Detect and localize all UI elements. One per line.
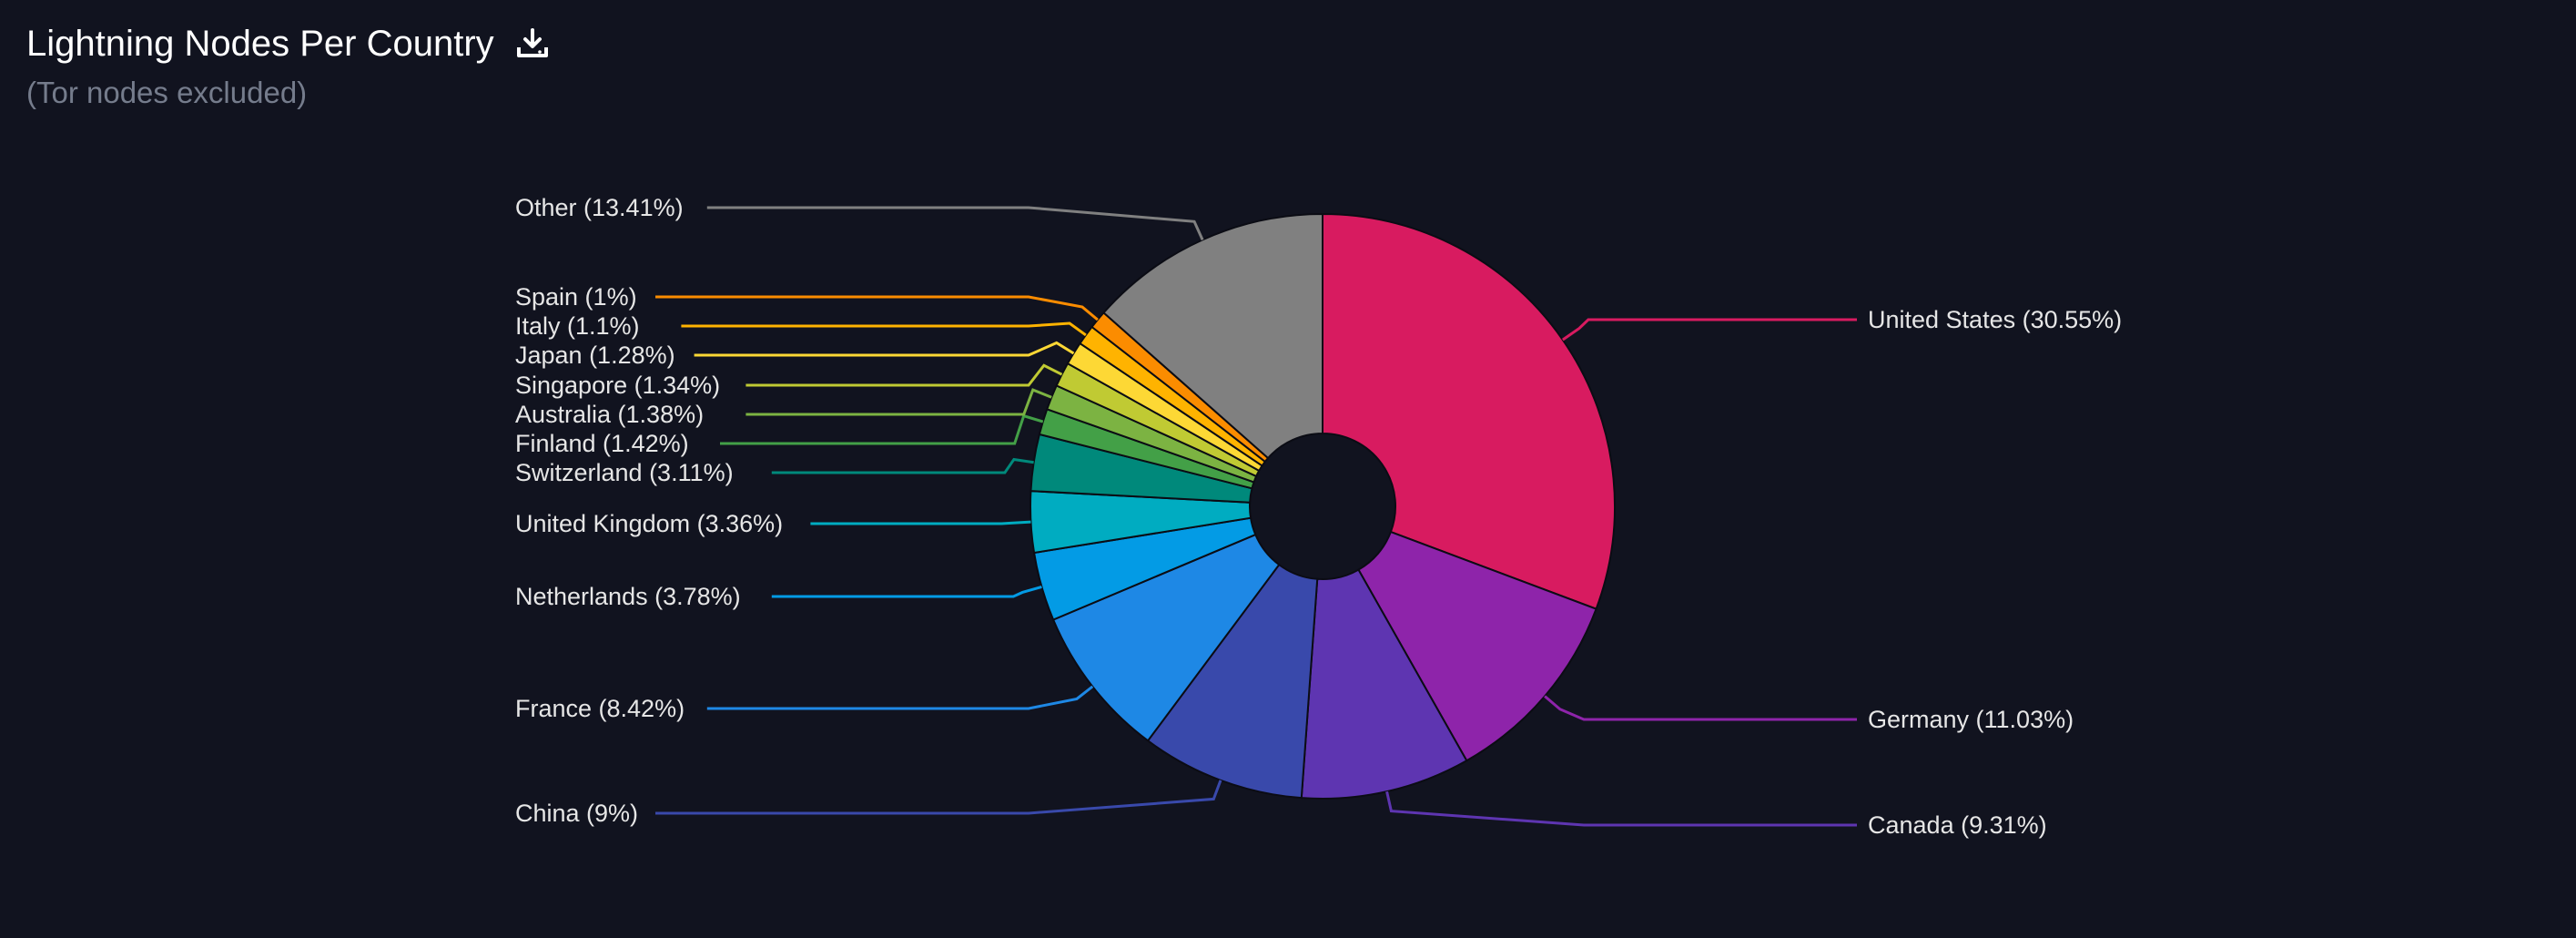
chart-title: Lightning Nodes Per Country [26, 24, 494, 64]
leader-line-singapore [745, 363, 1063, 387]
label-singapore: Singapore (1.34%) [515, 372, 720, 399]
leader-line-italy [681, 321, 1087, 337]
label-canada: Canada (9.31%) [1868, 811, 2047, 839]
label-finland: Finland (1.42%) [515, 430, 689, 457]
leader-line-netherlands [771, 585, 1042, 598]
label-japan: Japan (1.28%) [515, 342, 675, 369]
slice-china[interactable] [1146, 563, 1319, 800]
label-united-kingdom: United Kingdom (3.36%) [515, 510, 783, 537]
label-china: China (9%) [515, 800, 638, 827]
chart-subtitle: (Tor nodes excluded) [26, 76, 308, 109]
title-row: Lightning Nodes Per Country [26, 20, 551, 67]
label-australia: Australia (1.38%) [515, 401, 704, 428]
label-switzerland: Switzerland (3.11%) [515, 459, 734, 486]
label-france: France (8.42%) [515, 695, 685, 722]
leader-line-united-states [1561, 318, 1857, 342]
leader-line-france [706, 685, 1094, 710]
slice-united-states[interactable] [1322, 212, 1616, 610]
leader-line-canada [1385, 790, 1857, 827]
label-spain: Spain (1%) [515, 283, 637, 311]
leader-line-switzerland [771, 457, 1034, 474]
leader-line-finland [720, 413, 1044, 445]
label-netherlands: Netherlands (3.78%) [515, 583, 741, 610]
slice-france[interactable] [1051, 533, 1281, 742]
leader-line-japan [694, 341, 1075, 357]
download-icon-graphic [516, 28, 548, 57]
leader-line-germany [1544, 695, 1857, 721]
leader-line-australia [745, 388, 1052, 416]
label-lines [655, 206, 1857, 827]
leader-line-united-kingdom [810, 520, 1031, 525]
pie-slices [1029, 212, 1616, 800]
label-italy: Italy (1.1%) [515, 312, 640, 340]
slice-labels: United States (30.55%) Germany (11.03%) Ca… [515, 194, 2122, 839]
label-united-states: United States (30.55%) [1868, 306, 2122, 333]
label-germany: Germany (11.03%) [1868, 706, 2074, 733]
leader-line-china [655, 780, 1222, 815]
slice-canada[interactable] [1300, 568, 1468, 800]
chart-header: Lightning Nodes Per Country (Tor nodes e… [26, 20, 551, 113]
slice-germany[interactable] [1357, 530, 1597, 762]
leader-line-spain [655, 295, 1099, 321]
label-other: Other (13.41%) [515, 194, 684, 221]
slice-other[interactable] [1102, 212, 1323, 460]
leader-line-other [706, 206, 1204, 240]
download-icon[interactable] [514, 25, 551, 62]
